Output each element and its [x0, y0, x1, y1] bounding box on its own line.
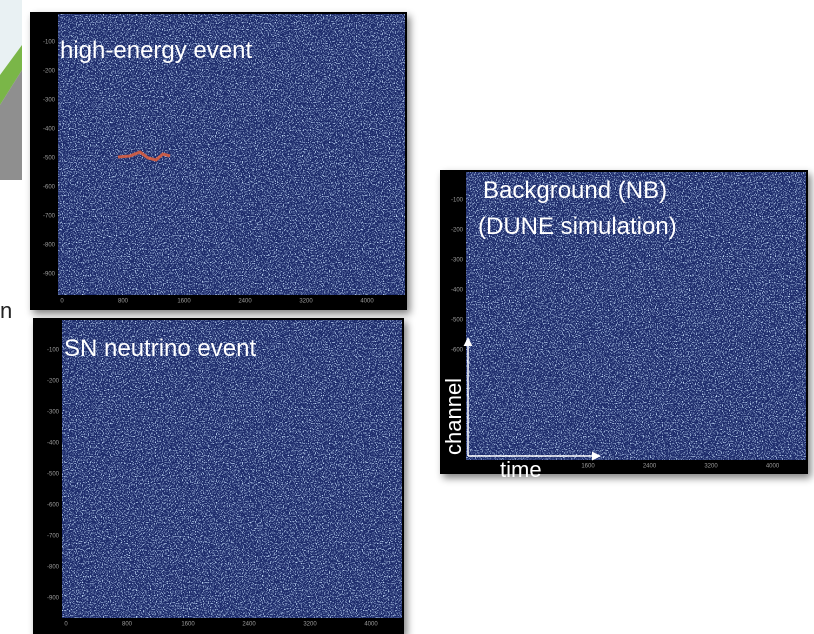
- y-tick-label: -500: [43, 156, 56, 162]
- x-tick-label: 1600: [581, 464, 595, 470]
- y-tick-label: -700: [47, 534, 60, 540]
- x-tick-label: 4000: [364, 622, 378, 628]
- x-tick-label: 1600: [181, 622, 195, 628]
- y-tick-label: -800: [43, 243, 56, 249]
- y-tick-label: -900: [43, 272, 56, 278]
- x-tick-label: 800: [118, 299, 129, 305]
- y-tick-label: -400: [43, 127, 56, 133]
- y-tick-label: -600: [451, 348, 464, 354]
- panel-title: (DUNE simulation): [478, 213, 677, 240]
- panel-title: Background (NB): [483, 177, 667, 204]
- slide-decoration: [0, 0, 22, 180]
- x-tick-label: 2400: [238, 299, 252, 305]
- y-tick-label: -800: [47, 565, 60, 571]
- y-tick-label: -300: [43, 98, 56, 104]
- y-tick-label: -600: [43, 185, 56, 191]
- y-tick-label: -900: [47, 596, 60, 602]
- y-tick-label: -200: [47, 379, 60, 385]
- x-tick-label: 3200: [704, 464, 718, 470]
- y-tick-label: -100: [43, 40, 56, 46]
- y-tick-label: -300: [47, 410, 60, 416]
- slide: n -100-200-300-400-500-600-700-800-90008…: [0, 0, 814, 634]
- y-axis-label: channel: [441, 378, 466, 455]
- panel-title: SN neutrino event: [64, 335, 256, 362]
- y-tick-label: -400: [451, 288, 464, 294]
- x-tick-label: 4000: [766, 464, 780, 470]
- y-tick-label: -700: [43, 214, 56, 220]
- x-tick-label: 3200: [299, 299, 313, 305]
- x-tick-label: 1600: [177, 299, 191, 305]
- y-tick-label: -300: [451, 258, 464, 264]
- y-tick-label: -400: [47, 441, 60, 447]
- y-tick-label: -500: [47, 472, 60, 478]
- x-tick-label: 2400: [643, 464, 657, 470]
- x-tick-label: 2400: [242, 622, 256, 628]
- x-axis-label: time: [500, 457, 542, 482]
- panel-title: high-energy event: [60, 37, 252, 64]
- fragment-text: n: [0, 298, 12, 323]
- y-tick-label: -500: [451, 318, 464, 324]
- y-tick-label: -100: [451, 198, 464, 204]
- x-tick-label: 3200: [303, 622, 317, 628]
- y-tick-label: -100: [47, 348, 60, 354]
- x-tick-label: 800: [122, 622, 133, 628]
- y-tick-label: -600: [47, 503, 60, 509]
- plot-noise: [62, 320, 402, 618]
- y-tick-label: -200: [451, 228, 464, 234]
- x-tick-label: 4000: [360, 299, 374, 305]
- page: {"fragment_text": "n", "panels": [ {"tit…: [0, 0, 814, 634]
- y-tick-label: -200: [43, 69, 56, 75]
